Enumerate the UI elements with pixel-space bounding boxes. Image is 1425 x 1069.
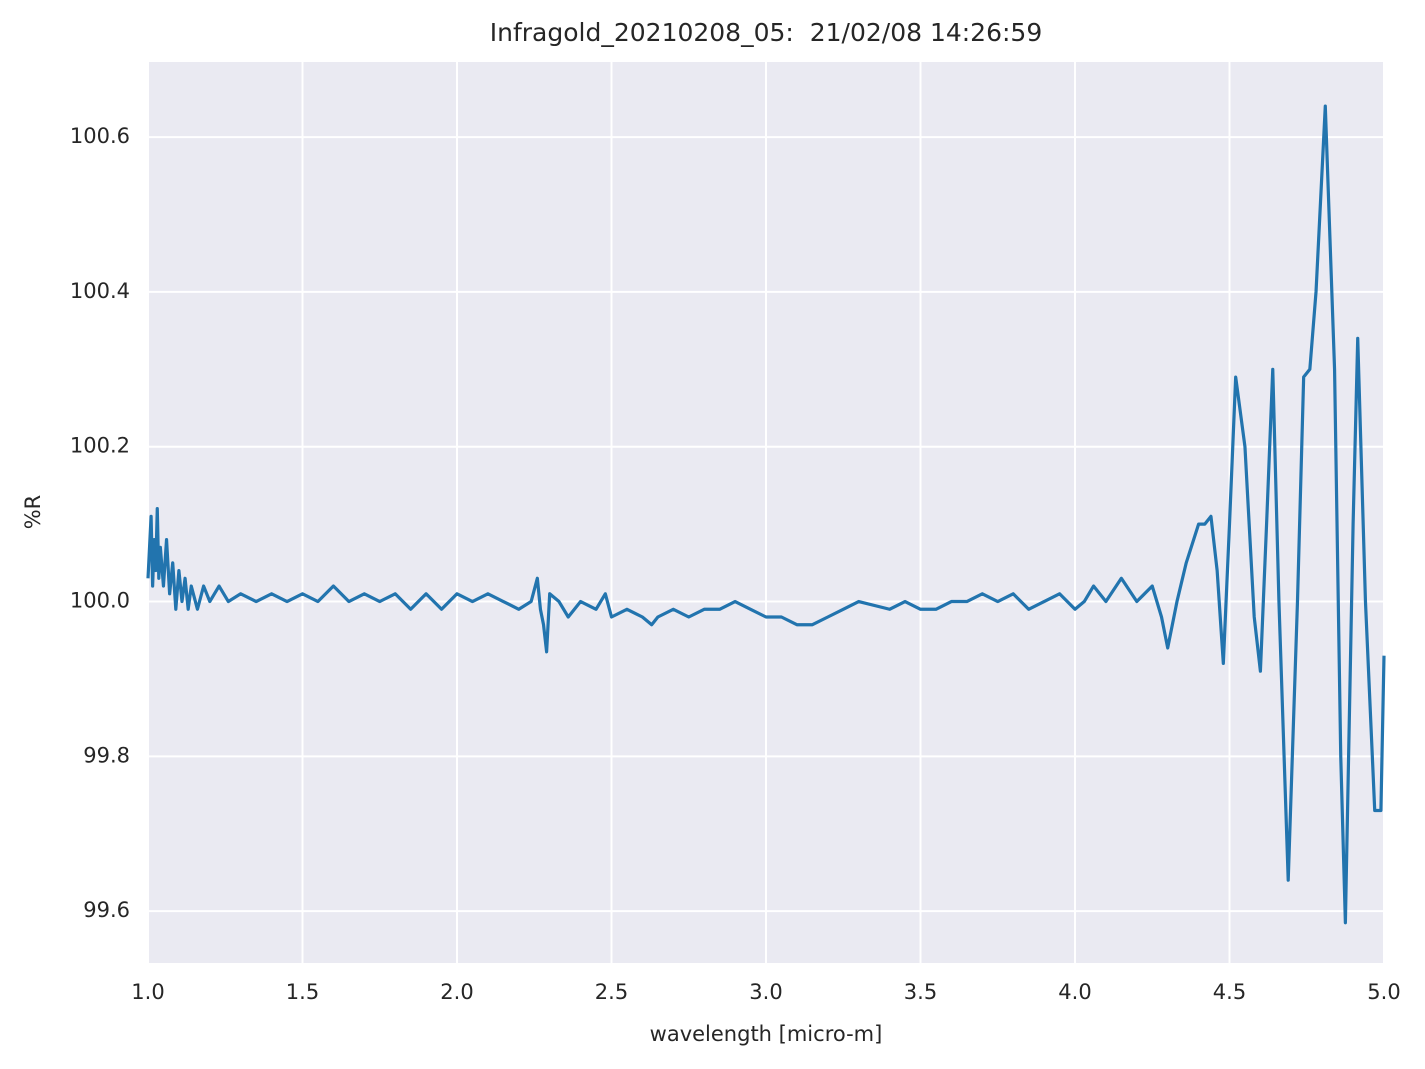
- data-line: [146, 104, 1386, 925]
- x-tick-label: 2.0: [440, 980, 473, 1004]
- y-tick-label: 99.6: [83, 898, 130, 922]
- x-axis-label: wavelength [micro-m]: [650, 1022, 883, 1046]
- y-tick-label: 100.0: [70, 589, 130, 613]
- x-tick-label: 1.5: [286, 980, 319, 1004]
- x-tick-label: 1.0: [131, 980, 164, 1004]
- x-tick-label: 3.0: [749, 980, 782, 1004]
- y-tick-label: 100.4: [70, 279, 130, 303]
- y-tick-label: 100.2: [70, 434, 130, 458]
- chart-title: Infragold_20210208_05: 21/02/08 14:26:59: [490, 18, 1042, 47]
- x-tick-label: 3.5: [904, 980, 937, 1004]
- x-tick-label: 5.0: [1367, 980, 1400, 1004]
- x-tick-label: 4.5: [1213, 980, 1246, 1004]
- y-tick-label: 100.6: [70, 124, 130, 148]
- x-tick-label: 4.0: [1058, 980, 1091, 1004]
- y-tick-label: 99.8: [83, 743, 130, 767]
- y-axis-label: %R: [21, 495, 45, 530]
- x-tick-label: 2.5: [595, 980, 628, 1004]
